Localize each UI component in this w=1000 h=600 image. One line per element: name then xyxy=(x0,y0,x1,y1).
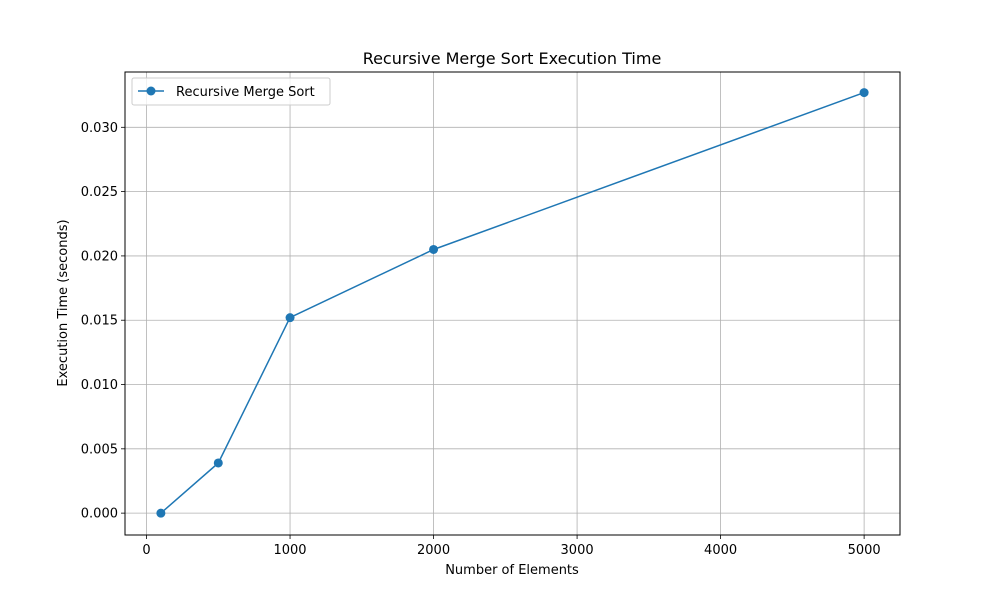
x-tick-label: 2000 xyxy=(417,543,450,558)
data-point xyxy=(156,508,166,518)
y-tick-label: 0.030 xyxy=(81,121,118,136)
grid-lines xyxy=(125,72,900,535)
plot-frame xyxy=(124,71,901,536)
y-tick-label: 0.010 xyxy=(81,378,118,393)
data-point xyxy=(429,244,439,254)
y-tick-label: 0.000 xyxy=(81,507,118,522)
y-tick-label: 0.005 xyxy=(81,442,118,457)
y-tick-label: 0.025 xyxy=(81,185,118,200)
x-tick-label: 0 xyxy=(142,543,150,558)
x-tick-label: 4000 xyxy=(704,543,737,558)
y-axis-ticks: 0.000 0.005 0.010 0.015 0.020 0.025 0.030 xyxy=(81,121,125,522)
x-tick-label: 5000 xyxy=(848,543,881,558)
x-tick-label: 1000 xyxy=(273,543,306,558)
y-tick-label: 0.020 xyxy=(81,249,118,264)
x-tick-label: 3000 xyxy=(561,543,594,558)
legend: Recursive Merge Sort xyxy=(131,77,331,106)
legend-marker xyxy=(146,86,156,96)
data-point xyxy=(213,458,223,468)
x-axis-ticks: 0 1000 2000 3000 4000 5000 xyxy=(142,535,881,558)
series-layer xyxy=(156,88,869,518)
y-axis-title: Execution Time (seconds) xyxy=(56,219,71,386)
y-tick-label: 0.015 xyxy=(81,314,118,329)
data-point xyxy=(859,88,869,98)
legend-box xyxy=(131,77,331,106)
x-axis-title: Number of Elements xyxy=(445,563,579,578)
legend-label: Recursive Merge Sort xyxy=(176,85,315,100)
data-point xyxy=(285,313,295,323)
chart-title: Recursive Merge Sort Execution Time xyxy=(363,49,662,68)
